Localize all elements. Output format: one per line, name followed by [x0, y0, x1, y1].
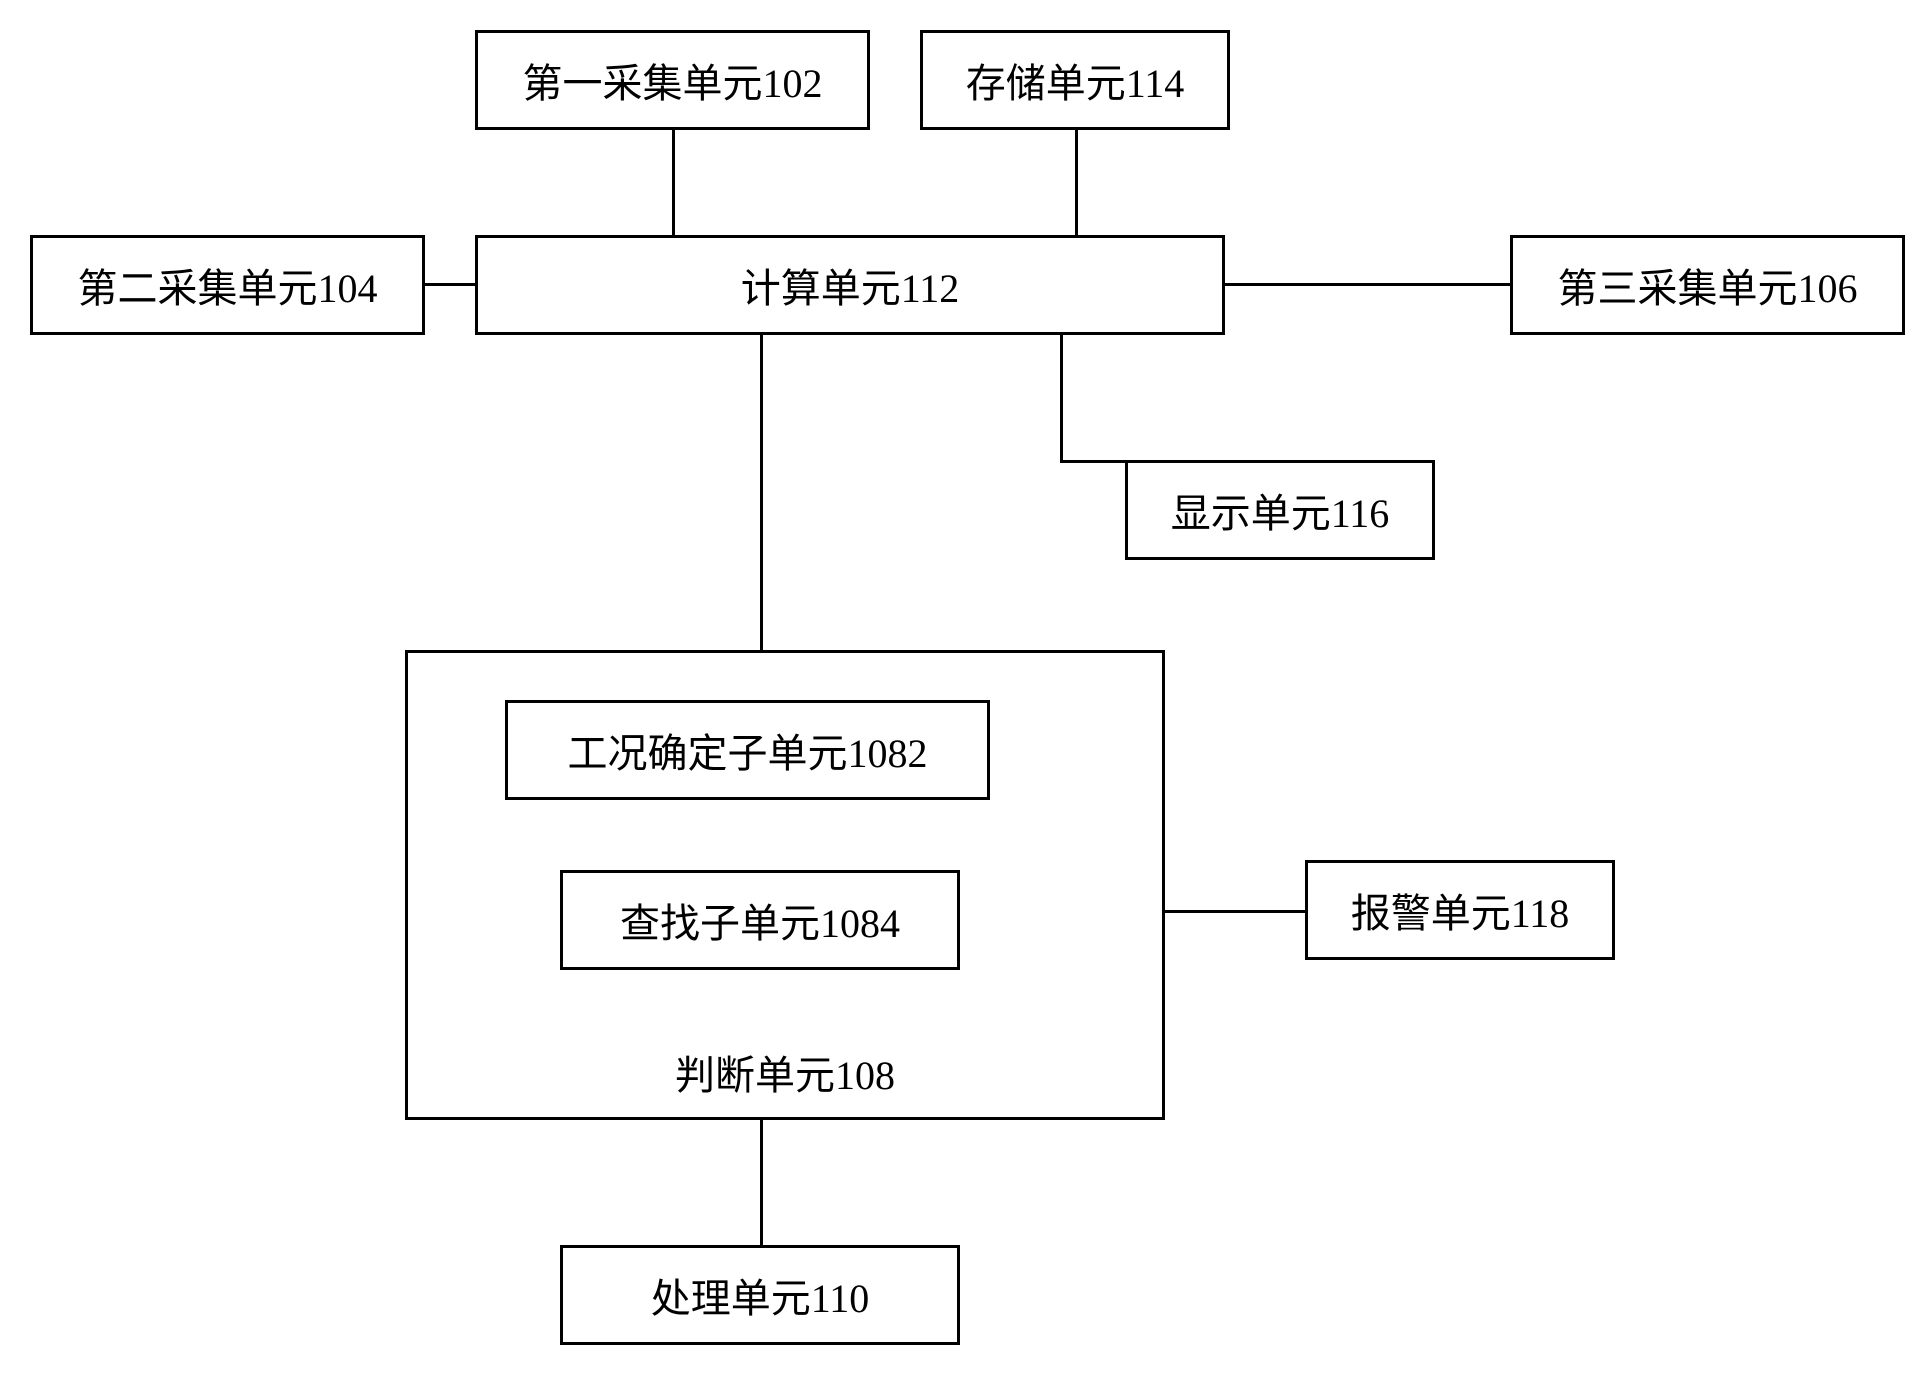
node-label-n110: 处理单元110 [651, 1266, 870, 1324]
container-title-n108: 判断单元108 [408, 1043, 1162, 1101]
edge-1 [1075, 130, 1078, 235]
edge-8 [1165, 910, 1305, 913]
edge-2 [425, 283, 475, 286]
edge-0 [672, 130, 675, 235]
node-n1084: 查找子单元1084 [560, 870, 960, 970]
node-n110: 处理单元110 [560, 1245, 960, 1345]
node-label-n116: 显示单元116 [1171, 481, 1390, 539]
node-n1082: 工况确定子单元1082 [505, 700, 990, 800]
node-n114: 存储单元114 [920, 30, 1230, 130]
node-n106: 第三采集单元106 [1510, 235, 1905, 335]
node-label-n1084: 查找子单元1084 [620, 891, 900, 949]
node-label-n106: 第三采集单元106 [1558, 256, 1858, 314]
node-n102: 第一采集单元102 [475, 30, 870, 130]
node-label-n112: 计算单元112 [741, 256, 960, 314]
node-n116: 显示单元116 [1125, 460, 1435, 560]
edge-6 [1060, 460, 1128, 463]
node-label-n102: 第一采集单元102 [523, 51, 823, 109]
node-label-n114: 存储单元114 [966, 51, 1185, 109]
node-n118: 报警单元118 [1305, 860, 1615, 960]
edge-5 [1060, 335, 1063, 460]
edge-3 [1225, 283, 1510, 286]
node-n104: 第二采集单元104 [30, 235, 425, 335]
edge-9 [760, 1120, 763, 1245]
diagram-canvas: 第一采集单元102 存储单元114 第二采集单元104 计算单元112 第三采集单元10… [0, 0, 1918, 1383]
node-label-n104: 第二采集单元104 [78, 256, 378, 314]
node-n112: 计算单元112 [475, 235, 1225, 335]
edge-4 [760, 335, 763, 650]
node-label-n118: 报警单元118 [1351, 881, 1570, 939]
node-label-n1082: 工况确定子单元1082 [568, 721, 928, 779]
